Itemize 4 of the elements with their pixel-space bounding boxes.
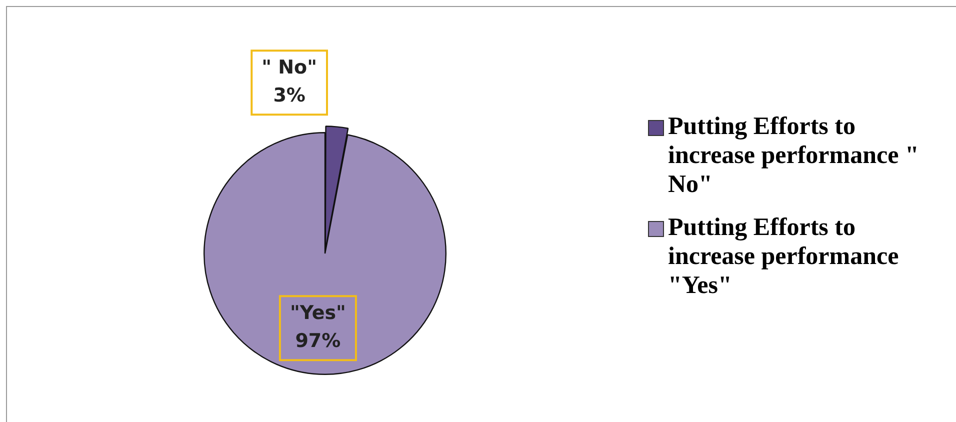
legend-label: Putting Efforts to increase performance " No" bbox=[668, 112, 920, 199]
data-label: "Yes" 97% bbox=[290, 302, 346, 352]
data-label: " No" 3% bbox=[262, 56, 318, 107]
legend-label: Putting Efforts to increase performance "Yes" bbox=[668, 213, 900, 300]
